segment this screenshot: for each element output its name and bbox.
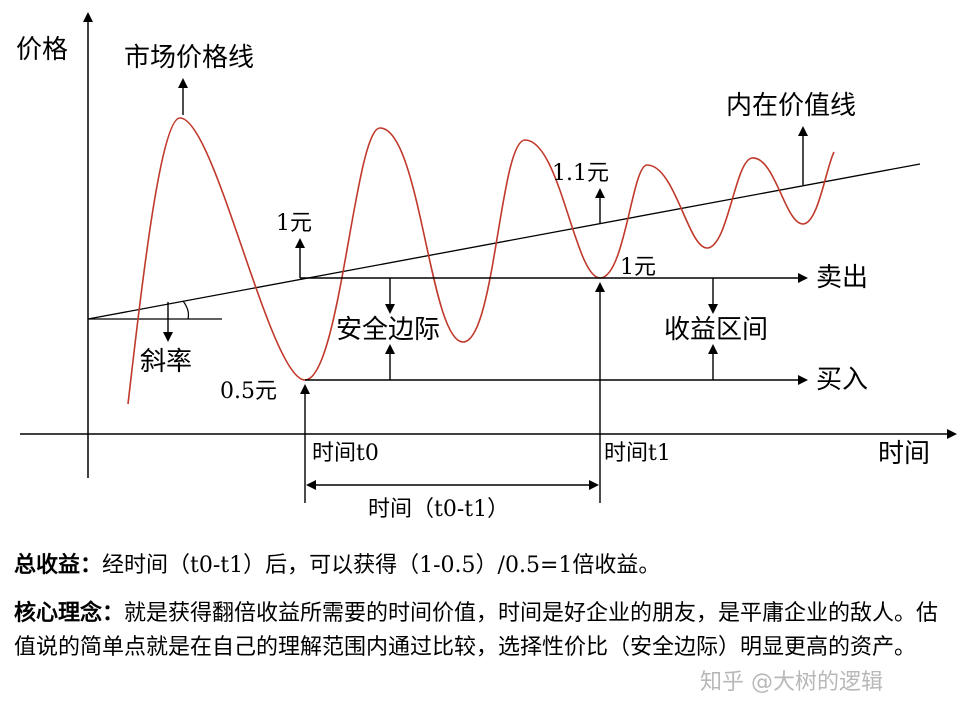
intrinsic-value-line	[87, 163, 921, 320]
time-t1-label: 时间t1	[604, 441, 671, 466]
core-idea-caption: 核心理念：就是获得翻倍收益所需要的时间价值，时间是好企业的朋友，是平庸企业的敌人…	[14, 596, 950, 665]
time-span-label: 时间（t0-t1）	[368, 497, 509, 522]
buy-label: 买入	[816, 365, 868, 395]
margin-label: 安全边际	[336, 315, 440, 345]
x-axis-label: 时间	[878, 439, 930, 469]
intrinsic-line-label: 内在价值线	[726, 91, 856, 121]
price-11yuan-label: 1.1元	[552, 161, 609, 186]
price-1yuan-left-label: 1元	[276, 211, 312, 236]
slope-angle-arc	[182, 300, 190, 320]
y-axis-label: 价格	[16, 35, 68, 65]
profit-range-label: 收益区间	[664, 315, 768, 345]
watermark: 知乎 @大树的逻辑	[700, 670, 883, 695]
slope-label: 斜率	[140, 347, 192, 377]
total-return-heading: 总收益：	[14, 552, 103, 578]
sell-label: 卖出	[816, 263, 868, 293]
total-return-caption: 总收益：经时间（t0-t1）后，可以获得（1-0.5）/0.5=1倍收益。	[14, 548, 950, 583]
market-line-label: 市场价格线	[124, 43, 254, 73]
core-idea-heading: 核心理念：	[14, 600, 125, 626]
price-05yuan-label: 0.5元	[220, 379, 277, 404]
total-return-text: 经时间（t0-t1）后，可以获得（1-0.5）/0.5=1倍收益。	[102, 553, 661, 578]
time-t0-label: 时间t0	[312, 441, 379, 466]
market-price-line	[127, 117, 835, 405]
price-1yuan-right-label: 1元	[620, 255, 656, 280]
value-investing-diagram: 价格 时间 市场价格线 内在价值线 斜率 1元 1元 0.5元 1.1元 卖出 …	[16, 12, 957, 522]
core-idea-text: 就是获得翻倍收益所需要的时间价值，时间是好企业的朋友，是平庸企业的敌人。估值说的…	[14, 601, 939, 660]
